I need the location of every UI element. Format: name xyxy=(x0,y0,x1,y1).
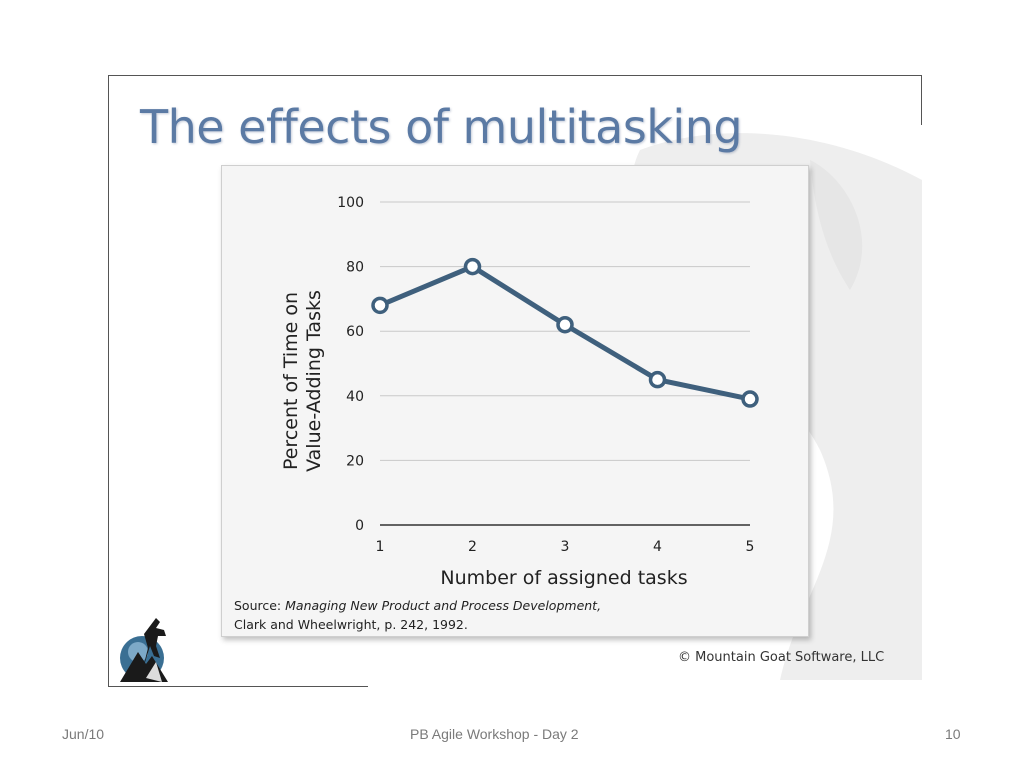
series-layer xyxy=(371,257,759,408)
y-tick-label: 100 xyxy=(337,195,364,211)
y-tick-label: 60 xyxy=(346,324,364,340)
y-tick-labels: 0 20 40 60 80 100 xyxy=(337,195,364,534)
x-tick-label: 5 xyxy=(746,539,755,555)
data-point xyxy=(648,370,667,389)
slide-border-top xyxy=(108,75,922,76)
data-point xyxy=(741,390,759,408)
x-tick-label: 1 xyxy=(376,539,385,555)
source-book: Managing New Product and Process Develop… xyxy=(285,598,602,613)
data-point xyxy=(463,257,482,276)
slide-border-right xyxy=(921,75,922,125)
slide-border-left xyxy=(108,75,109,687)
y-tick-label: 80 xyxy=(346,260,364,276)
x-axis-label: Number of assigned tasks xyxy=(440,567,687,589)
footer-title: PB Agile Workshop - Day 2 xyxy=(410,726,579,742)
data-point xyxy=(371,296,389,315)
y-tick-label: 0 xyxy=(355,518,364,534)
x-tick-label: 2 xyxy=(468,539,477,555)
footer-page-number: 10 xyxy=(945,726,961,742)
y-tick-label: 40 xyxy=(346,389,364,405)
footer-date: Jun/10 xyxy=(62,726,105,742)
slide-title: The effects of multitasking xyxy=(140,100,743,154)
chart-frame: 0 20 40 60 80 100 1 2 3 4 5 Number of assigned ta… xyxy=(221,165,809,637)
line-chart: 0 20 40 60 80 100 1 2 3 4 5 Number of assigned ta… xyxy=(280,195,759,589)
x-tick-label: 3 xyxy=(561,539,570,555)
source-citation: Source: Managing New Product and Process… xyxy=(234,596,601,634)
data-point xyxy=(556,315,574,334)
copyright-text: © Mountain Goat Software, LLC xyxy=(678,650,885,665)
mountain-goat-logo xyxy=(120,618,168,682)
y-tick-label: 20 xyxy=(346,453,364,469)
y-axis-label-line2: Value-Adding Tasks xyxy=(303,290,325,472)
y-axis-label-line1: Percent of Time on xyxy=(280,292,302,470)
source-prefix: Source: xyxy=(234,598,286,613)
source-line2: Clark and Wheelwright, p. 242, 1992. xyxy=(234,617,468,632)
y-axis-label-group: Percent of Time on Value-Adding Tasks xyxy=(280,290,325,472)
x-tick-label: 4 xyxy=(653,539,662,555)
x-tick-labels: 1 2 3 4 5 xyxy=(376,539,755,555)
grid-layer xyxy=(380,201,750,526)
slide-border-bottom xyxy=(108,686,368,687)
